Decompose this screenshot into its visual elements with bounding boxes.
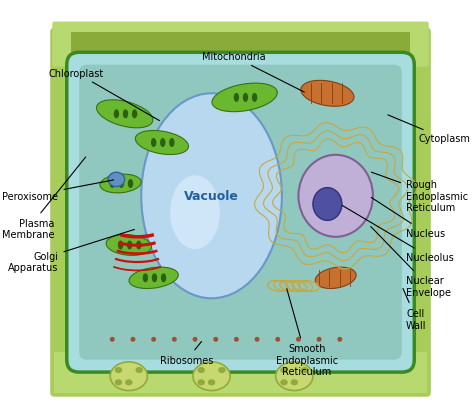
Ellipse shape [313, 188, 342, 221]
Ellipse shape [299, 155, 373, 237]
Ellipse shape [198, 380, 205, 385]
Text: Ribosomes: Ribosomes [160, 342, 213, 365]
Ellipse shape [151, 337, 156, 342]
Text: Nucleus: Nucleus [371, 198, 445, 238]
Ellipse shape [106, 235, 152, 256]
Ellipse shape [193, 362, 230, 391]
Text: Smooth
Endoplasmic
Reticulum: Smooth Endoplasmic Reticulum [276, 289, 338, 376]
Text: Nuclear
Envelope: Nuclear Envelope [371, 227, 451, 297]
Ellipse shape [100, 175, 141, 193]
Ellipse shape [315, 267, 356, 289]
Polygon shape [71, 33, 410, 53]
Ellipse shape [118, 241, 123, 250]
Ellipse shape [192, 337, 198, 342]
Ellipse shape [136, 131, 189, 155]
Ellipse shape [136, 241, 141, 250]
Ellipse shape [127, 241, 132, 250]
Ellipse shape [118, 180, 124, 189]
Ellipse shape [109, 180, 115, 189]
Ellipse shape [110, 337, 115, 342]
Ellipse shape [151, 139, 156, 148]
Ellipse shape [276, 362, 313, 391]
Text: Mitochondria: Mitochondria [202, 52, 304, 93]
Ellipse shape [255, 337, 260, 342]
Text: Vacuole: Vacuole [184, 190, 239, 203]
Ellipse shape [115, 367, 122, 373]
Text: Rough
Endoplasmic
Reticulum: Rough Endoplasmic Reticulum [372, 173, 468, 213]
Ellipse shape [110, 362, 147, 391]
Ellipse shape [280, 367, 288, 373]
Ellipse shape [141, 94, 282, 299]
Ellipse shape [252, 94, 257, 103]
Polygon shape [55, 352, 427, 393]
Ellipse shape [136, 367, 143, 373]
Ellipse shape [198, 367, 205, 373]
Ellipse shape [275, 337, 280, 342]
Ellipse shape [152, 274, 157, 283]
Ellipse shape [130, 337, 136, 342]
FancyBboxPatch shape [50, 29, 431, 397]
Ellipse shape [301, 367, 309, 373]
Ellipse shape [129, 267, 178, 289]
Ellipse shape [234, 337, 239, 342]
Text: Nucleolus: Nucleolus [342, 206, 454, 263]
Text: Plasma
Membrane: Plasma Membrane [2, 157, 86, 240]
Text: Cell
Wall: Cell Wall [403, 289, 427, 330]
Ellipse shape [213, 337, 218, 342]
Ellipse shape [317, 337, 322, 342]
Ellipse shape [337, 337, 342, 342]
Ellipse shape [212, 84, 277, 112]
FancyBboxPatch shape [67, 53, 414, 372]
Text: Cytoplasm: Cytoplasm [388, 116, 470, 144]
Ellipse shape [234, 94, 239, 103]
Ellipse shape [123, 110, 128, 119]
Ellipse shape [243, 94, 248, 103]
Ellipse shape [97, 101, 153, 128]
Text: Peroxisome: Peroxisome [2, 180, 114, 201]
FancyBboxPatch shape [52, 22, 429, 67]
Text: Chloroplast: Chloroplast [49, 69, 160, 121]
Ellipse shape [115, 380, 122, 385]
Ellipse shape [218, 367, 226, 373]
FancyBboxPatch shape [79, 65, 402, 360]
Ellipse shape [296, 337, 301, 342]
Ellipse shape [125, 380, 133, 385]
Ellipse shape [108, 173, 125, 187]
Ellipse shape [143, 274, 148, 283]
Ellipse shape [128, 180, 133, 189]
Ellipse shape [114, 110, 119, 119]
Ellipse shape [280, 380, 288, 385]
Text: Golgi
Apparatus: Golgi Apparatus [8, 230, 135, 272]
Ellipse shape [172, 337, 177, 342]
Ellipse shape [301, 81, 354, 107]
Ellipse shape [169, 139, 174, 148]
Ellipse shape [132, 110, 137, 119]
Ellipse shape [160, 139, 165, 148]
Ellipse shape [170, 176, 220, 249]
Ellipse shape [208, 380, 215, 385]
Ellipse shape [161, 274, 166, 283]
Ellipse shape [291, 380, 298, 385]
